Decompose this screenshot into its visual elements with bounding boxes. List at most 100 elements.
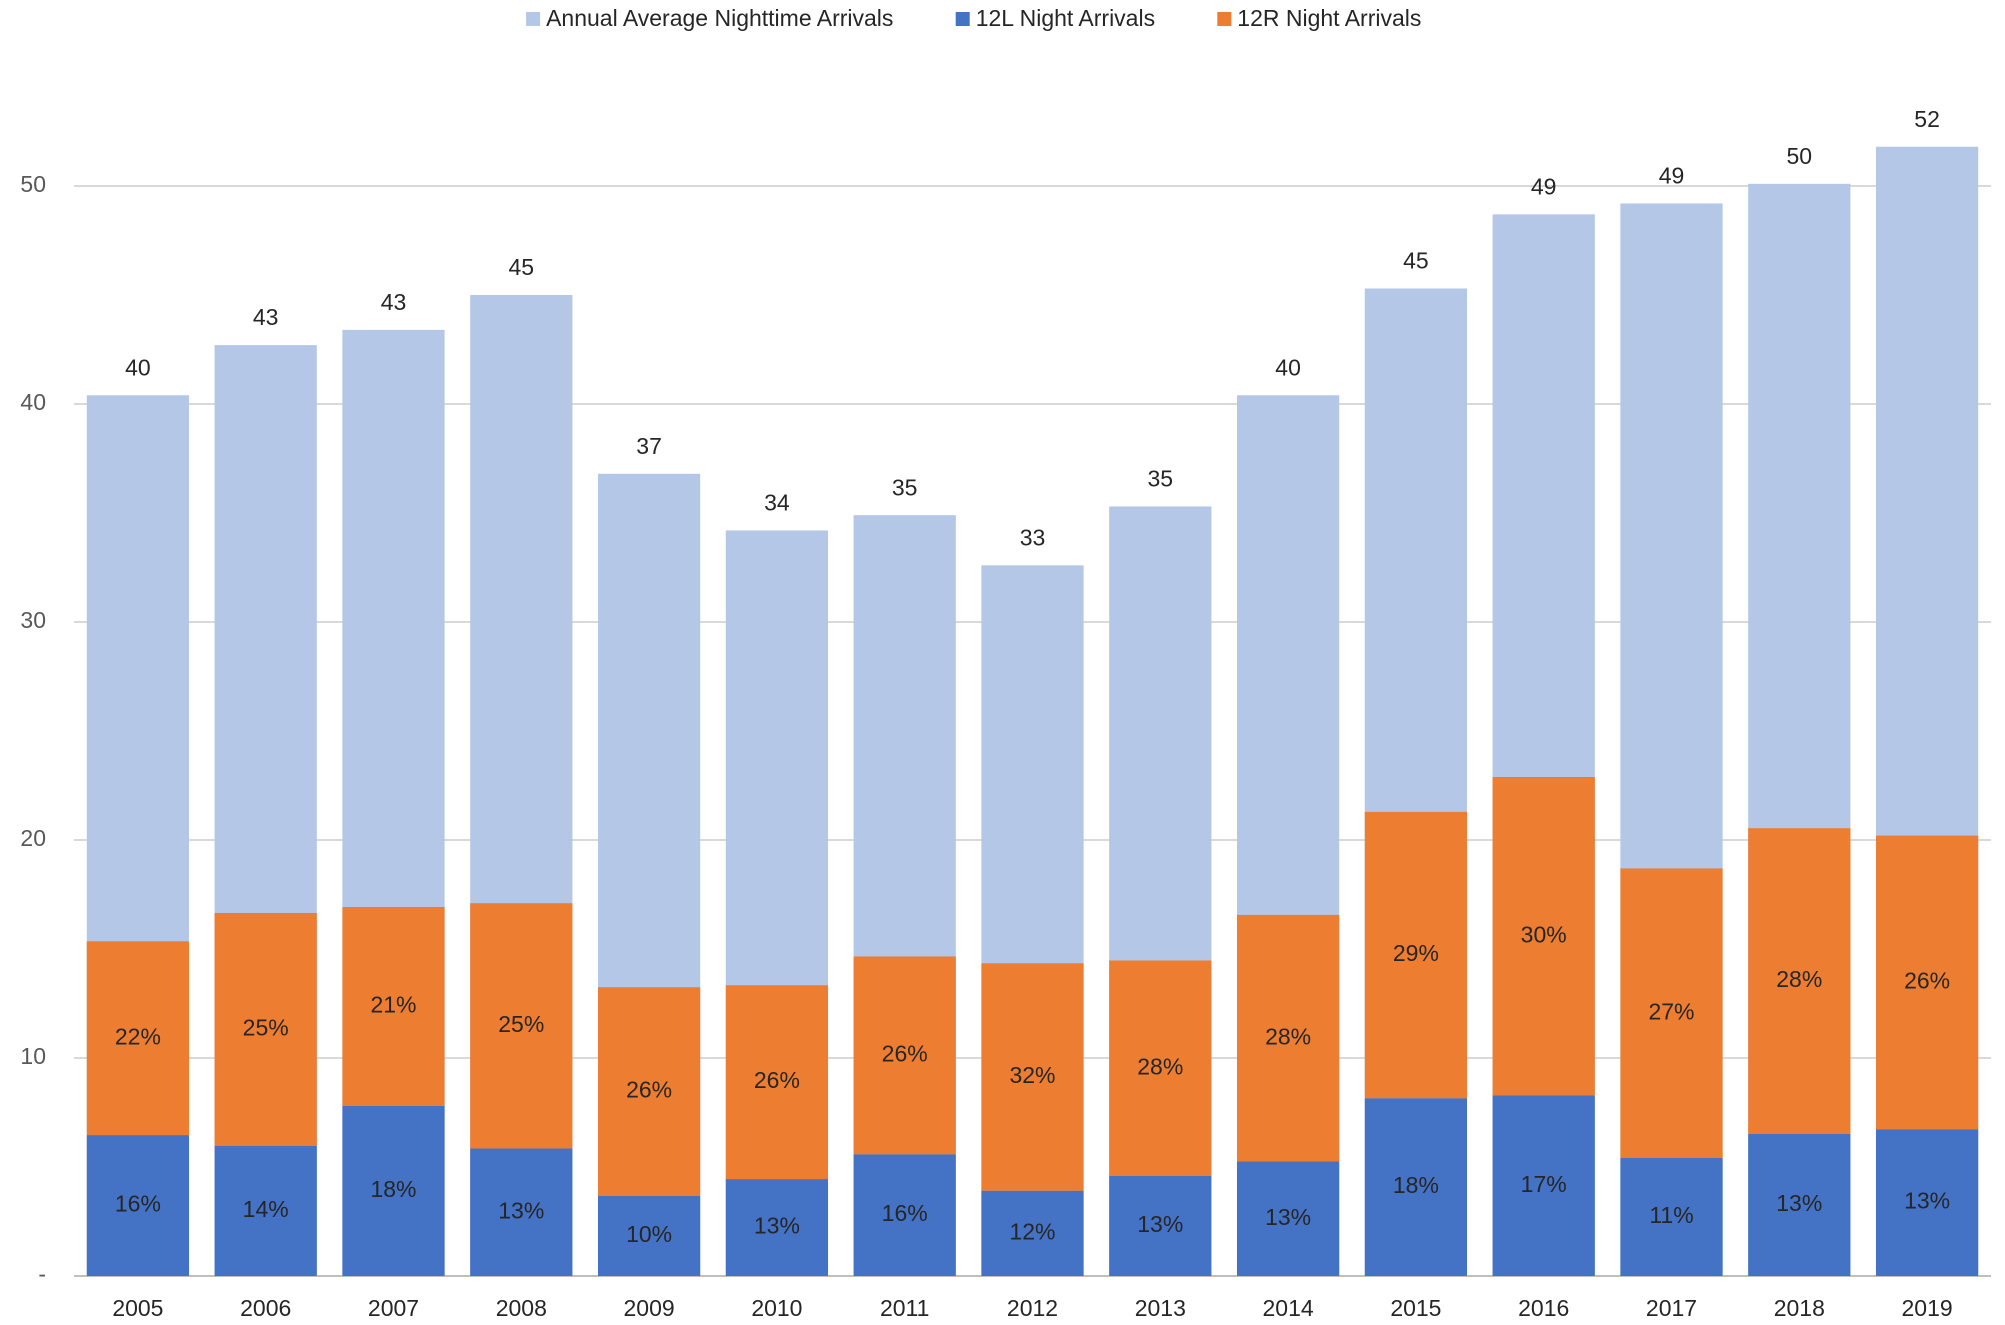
y-tick-label: 20 [20, 825, 46, 851]
bar-segment [1109, 960, 1212, 1176]
bar-segment [981, 1190, 1084, 1276]
value-label: 11% [1649, 1202, 1693, 1228]
bar-segment [597, 1195, 701, 1276]
legend-swatch [1217, 12, 1232, 26]
bar-segment [1364, 1098, 1468, 1276]
x-tick-label: 2011 [880, 1295, 929, 1321]
bar-segment [214, 1145, 317, 1276]
value-label: 50 [1787, 143, 1813, 169]
value-label: 13% [1137, 1211, 1183, 1237]
value-label: 33 [1020, 524, 1046, 550]
value-label: 22% [115, 1023, 161, 1049]
value-label: 35 [892, 474, 918, 500]
value-label: 12% [1009, 1218, 1055, 1244]
bar-segment [470, 903, 573, 1149]
bar-segment [981, 963, 1084, 1191]
bar-segment [1875, 835, 1979, 1130]
legend-swatch [526, 12, 541, 26]
value-label: 28% [1776, 966, 1822, 992]
value-label: 26% [626, 1077, 672, 1103]
x-tick-label: 2009 [624, 1295, 675, 1321]
x-tick-label: 2010 [751, 1295, 802, 1321]
value-label: 45 [1403, 248, 1429, 274]
y-tick-label: - [38, 1261, 46, 1287]
y-tick-label: 40 [20, 389, 46, 415]
value-label: 40 [125, 354, 151, 380]
value-label: 28% [1137, 1053, 1183, 1079]
value-label: 13% [1776, 1190, 1822, 1216]
value-label: 29% [1393, 940, 1439, 966]
value-label: 14% [243, 1196, 289, 1222]
bar-segment [1875, 1129, 1979, 1276]
bar-segment [1748, 1134, 1851, 1276]
value-label: 52 [1914, 106, 1940, 132]
bar-segment [1492, 777, 1595, 1096]
bar-segment [1620, 868, 1723, 1159]
legend-swatch [955, 12, 970, 26]
x-tick-label: 2015 [1390, 1295, 1441, 1321]
x-tick-label: 2014 [1263, 1295, 1314, 1321]
value-label: 34 [764, 490, 790, 516]
value-label: 25% [498, 1011, 544, 1037]
legend-label: 12L Night Arrivals [976, 5, 1155, 31]
y-tick-label: 50 [20, 171, 46, 197]
x-tick-label: 2016 [1518, 1295, 1569, 1321]
value-label: 43 [253, 304, 279, 330]
bar-segment [470, 1148, 573, 1276]
bar-segment [853, 1154, 956, 1276]
value-label: 13% [754, 1213, 800, 1239]
value-label: 25% [243, 1014, 289, 1040]
bar-segment [725, 1179, 829, 1276]
value-label: 32% [1009, 1062, 1055, 1088]
bar-segment [342, 907, 445, 1106]
value-label: 45 [509, 254, 535, 280]
bar-segment [86, 1135, 190, 1276]
legend-label: Annual Average Nighttime Arrivals [546, 5, 893, 31]
x-tick-label: 2005 [112, 1295, 163, 1321]
value-label: 16% [882, 1200, 928, 1226]
bar-segment [1620, 1158, 1723, 1276]
bar-segment [1748, 828, 1851, 1135]
x-tick-label: 2018 [1774, 1295, 1825, 1321]
value-label: 13% [1265, 1204, 1311, 1230]
value-label: 13% [1904, 1188, 1950, 1214]
bar-segment [1236, 1161, 1340, 1276]
bar-segment [597, 987, 701, 1196]
value-label: 13% [498, 1197, 544, 1223]
value-label: 28% [1265, 1023, 1311, 1049]
value-label: 49 [1659, 163, 1685, 189]
x-tick-label: 2007 [368, 1295, 419, 1321]
y-tick-label: 10 [20, 1043, 46, 1069]
bar-segment [214, 912, 317, 1146]
bar-segment [853, 956, 956, 1155]
value-label: 16% [115, 1191, 161, 1217]
bar-segment [1492, 1095, 1595, 1276]
value-label: 18% [370, 1176, 416, 1202]
y-tick-label: 30 [20, 607, 46, 633]
bar-segment [342, 1105, 445, 1276]
value-label: 10% [626, 1221, 672, 1247]
value-label: 37 [636, 433, 662, 459]
bar-segment [86, 941, 190, 1136]
bar-segment [1236, 914, 1340, 1162]
value-label: 26% [754, 1067, 800, 1093]
value-label: 35 [1148, 466, 1174, 492]
bar-segment [1109, 1175, 1212, 1276]
x-tick-label: 2006 [240, 1295, 291, 1321]
value-label: 26% [1904, 967, 1950, 993]
value-label: 49 [1531, 173, 1557, 199]
value-label: 18% [1393, 1172, 1439, 1198]
x-tick-label: 2012 [1007, 1295, 1058, 1321]
value-label: 27% [1648, 998, 1694, 1024]
value-label: 43 [381, 289, 407, 315]
bar-segment [725, 985, 829, 1180]
value-label: 17% [1521, 1171, 1567, 1197]
value-label: 40 [1275, 354, 1301, 380]
x-tick-label: 2017 [1646, 1295, 1697, 1321]
value-label: 26% [882, 1040, 928, 1066]
x-tick-label: 2013 [1135, 1295, 1186, 1321]
legend-label: 12R Night Arrivals [1237, 5, 1421, 31]
x-tick-label: 2008 [496, 1295, 547, 1321]
